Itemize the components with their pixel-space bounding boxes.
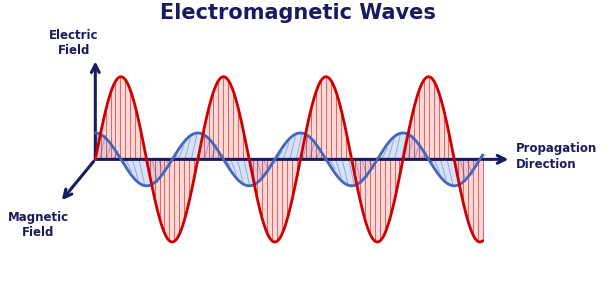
Text: Propagation
Direction: Propagation Direction [516,142,597,171]
Text: Magnetic
Field: Magnetic Field [8,211,69,239]
Title: Electromagnetic Waves: Electromagnetic Waves [160,3,436,23]
Text: Electric
Field: Electric Field [49,29,99,57]
